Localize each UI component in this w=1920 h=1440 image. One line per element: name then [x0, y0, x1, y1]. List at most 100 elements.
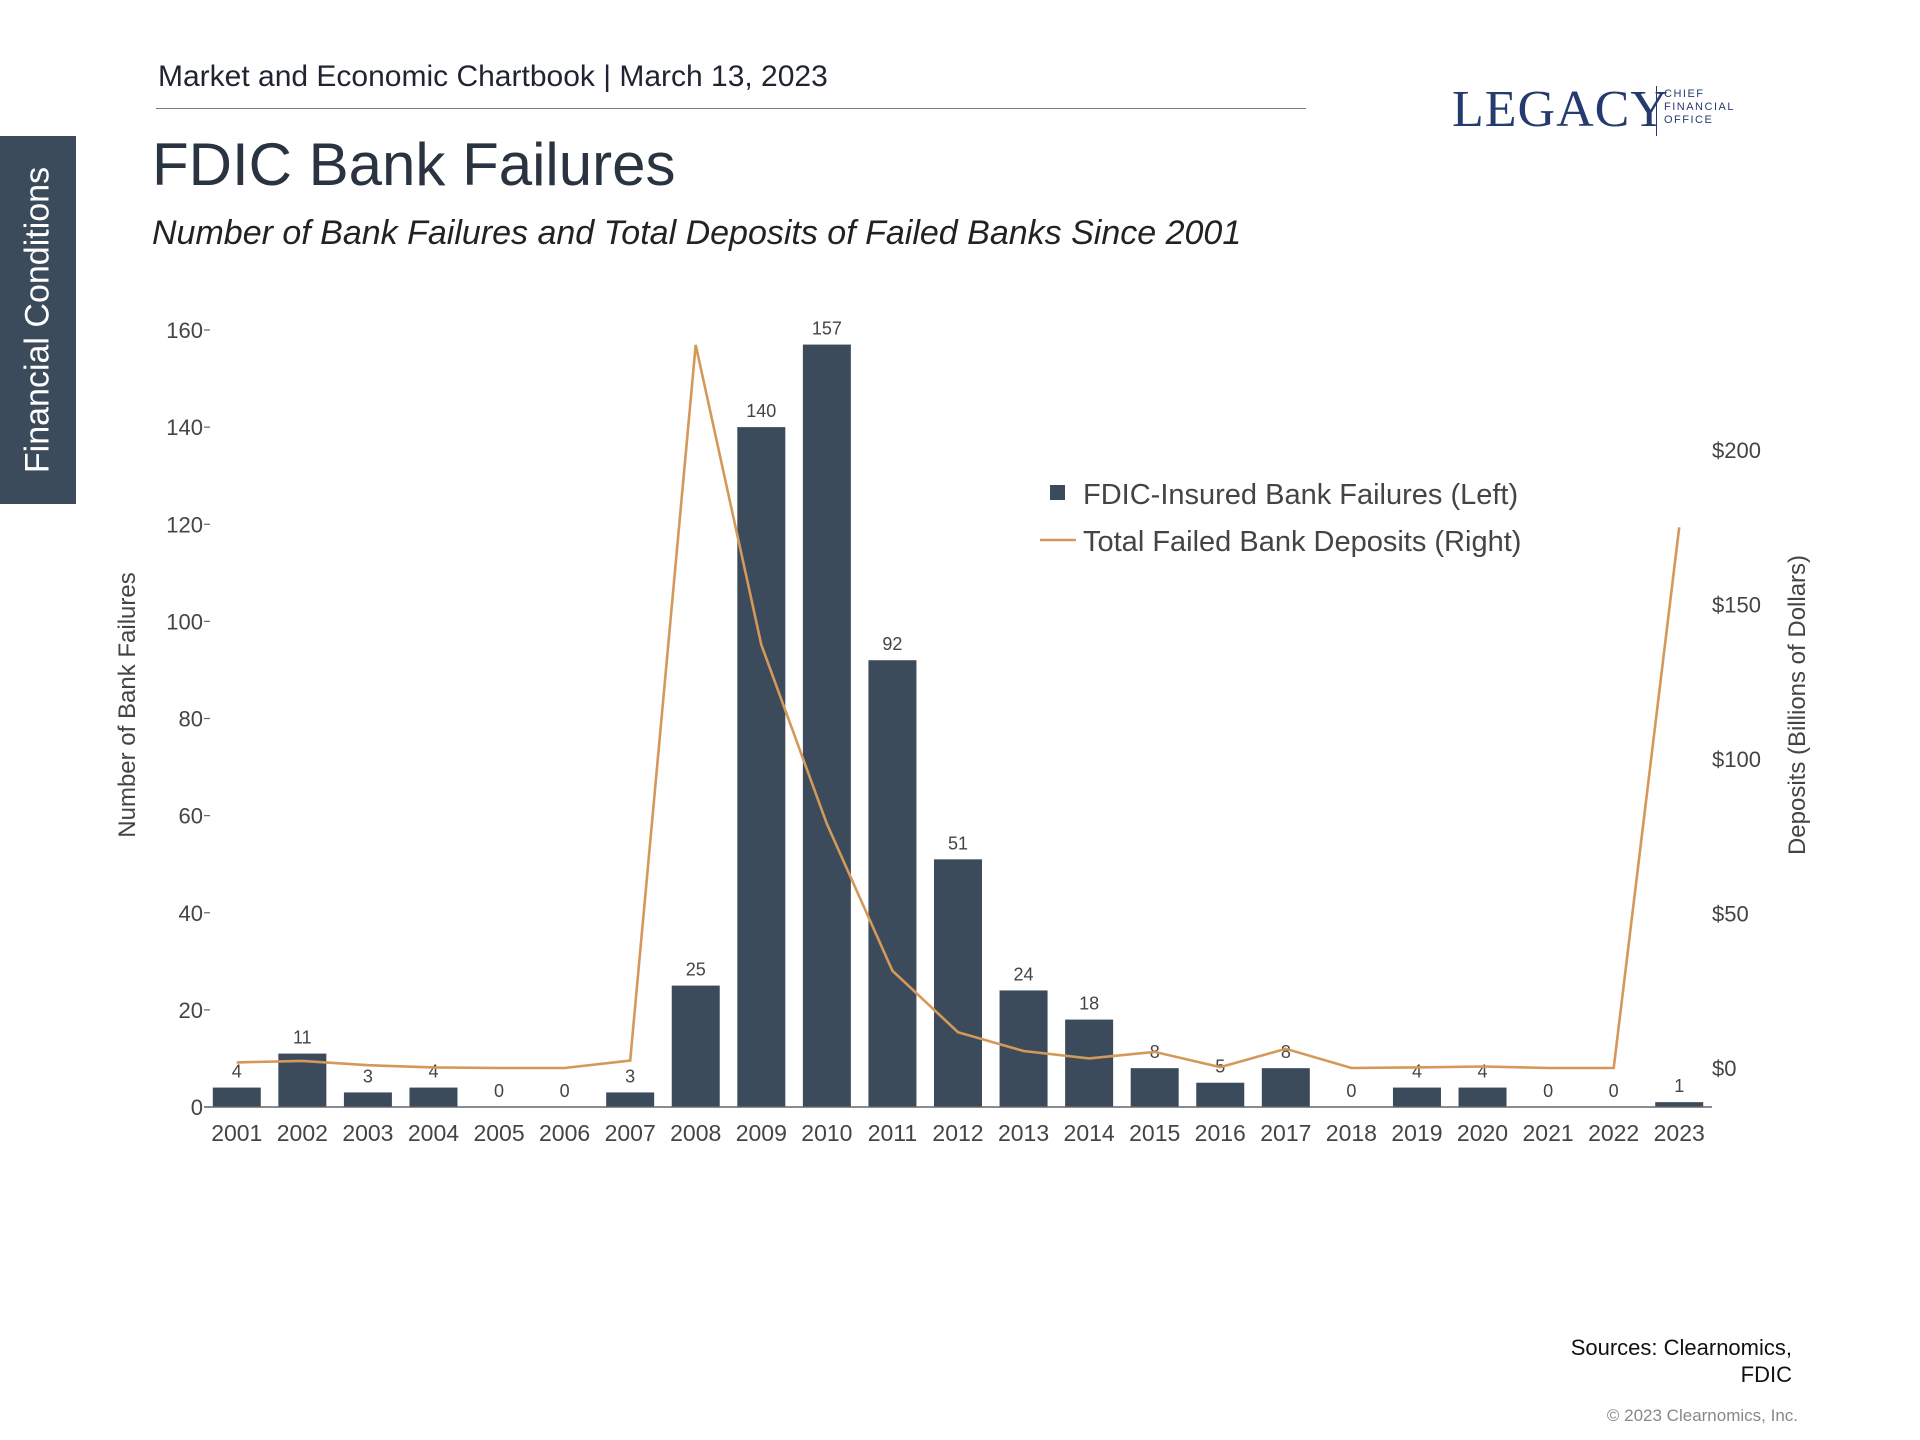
bar-value-label: 1: [1674, 1076, 1684, 1096]
logo-subtitle: CHIEF FINANCIAL OFFICE: [1664, 88, 1735, 127]
bar: [409, 1087, 458, 1107]
y-tick-label: 120: [166, 512, 203, 537]
bar-value-label: 18: [1079, 994, 1099, 1014]
bars: [212, 344, 1704, 1108]
x-tick-label: 2001: [211, 1120, 262, 1146]
bar: [1130, 1068, 1179, 1107]
x-tick-label: 2013: [998, 1120, 1049, 1146]
bar-value-label: 3: [363, 1066, 373, 1086]
y-tick-label: 20: [179, 998, 203, 1023]
bar: [1392, 1087, 1441, 1107]
bar: [1261, 1068, 1310, 1107]
y2-tick-label: $0: [1712, 1056, 1736, 1081]
bar-value-label: 4: [428, 1062, 438, 1082]
bar-value-label: 8: [1281, 1042, 1291, 1062]
sources-line: Sources: Clearnomics,: [1570, 1335, 1792, 1360]
line-layer: [236, 344, 1681, 1070]
left-axis: 0 20 40 60 80 100 120 140 160: [166, 318, 210, 1120]
chart-title: FDIC Bank Failures: [152, 131, 676, 198]
bar: [802, 344, 851, 1108]
bar-value-label: 24: [1014, 964, 1034, 984]
bar-value-label: 140: [746, 401, 776, 421]
side-tab: Financial Conditions: [0, 136, 76, 504]
y2-tick-label: $100: [1712, 747, 1761, 772]
legend: FDIC-Insured Bank Failures (Left) Total F…: [1040, 479, 1521, 558]
x-tick-label: 2005: [473, 1120, 524, 1146]
bar-value-label: 0: [494, 1081, 504, 1101]
logo-divider: [1656, 86, 1657, 136]
bar: [671, 985, 720, 1107]
y2-axis-label: Deposits (Billions of Dollars): [1784, 555, 1811, 855]
bar-value-label: 157: [812, 319, 842, 339]
bar-value-label: 4: [1412, 1062, 1422, 1082]
x-tick-label: 2007: [605, 1120, 656, 1146]
bar: [868, 660, 917, 1107]
bar: [1065, 1019, 1114, 1107]
x-tick-label: 2010: [801, 1120, 852, 1146]
logo-sub-line: FINANCIAL: [1664, 101, 1735, 113]
x-tick-label: 2011: [868, 1120, 917, 1146]
y2-tick-label: $50: [1712, 902, 1749, 927]
bar: [606, 1092, 655, 1107]
x-tick-label: 2006: [539, 1120, 590, 1146]
x-tick-label: 2021: [1523, 1120, 1574, 1146]
x-tick-label: 2008: [670, 1120, 721, 1146]
y-tick-label: 140: [166, 415, 203, 440]
x-tick-label: 2009: [736, 1120, 787, 1146]
y-tick-label: 160: [166, 318, 203, 343]
y-tick-label: 60: [179, 804, 203, 829]
x-tick-label: 2017: [1260, 1120, 1311, 1146]
x-tick-label: 2019: [1391, 1120, 1442, 1146]
logo-sub-line: CHIEF: [1664, 88, 1705, 100]
right-axis: $0 $50 $100 $150 $200: [1712, 438, 1761, 1081]
bar-value-label: 0: [1543, 1081, 1553, 1101]
x-tick-label: 2020: [1457, 1120, 1508, 1146]
bar: [1196, 1082, 1245, 1107]
y-axis-label: Number of Bank Failures: [114, 572, 141, 837]
header-divider: [156, 108, 1306, 109]
bar-value-label: 4: [1478, 1062, 1488, 1082]
sources-note: Sources: Clearnomics, FDIC: [1472, 1334, 1792, 1388]
header-text: Market and Economic Chartbook | March 13…: [158, 60, 828, 93]
x-tick-label: 2003: [342, 1120, 393, 1146]
bar-value-label: 25: [686, 960, 706, 980]
bar: [999, 990, 1048, 1107]
x-tick-label: 2015: [1129, 1120, 1180, 1146]
bar: [737, 427, 786, 1107]
bar: [212, 1087, 261, 1107]
bar-value-label: 4: [232, 1062, 242, 1082]
x-tick-label: 2018: [1326, 1120, 1377, 1146]
legend-bar-label: FDIC-Insured Bank Failures (Left): [1083, 479, 1518, 511]
bar: [1458, 1087, 1507, 1107]
y2-tick-label: $200: [1712, 438, 1761, 463]
logo: LEGACY: [1452, 81, 1669, 138]
x-tick-label: 2014: [1064, 1120, 1115, 1146]
y-tick-label: 80: [179, 707, 203, 732]
logo-sub-line: OFFICE: [1664, 114, 1714, 126]
bar-value-label: 51: [948, 833, 968, 853]
bar-value-label: 3: [625, 1066, 635, 1086]
y-tick-label: 40: [179, 901, 203, 926]
x-tick-label: 2002: [277, 1120, 328, 1146]
bar-value-label: 0: [560, 1081, 570, 1101]
legend-line-label: Total Failed Bank Deposits (Right): [1083, 526, 1521, 558]
legend-bar-swatch: [1050, 485, 1065, 500]
x-tick-label: 2016: [1195, 1120, 1246, 1146]
x-tick-label: 2004: [408, 1120, 459, 1146]
bar-value-label: 0: [1609, 1081, 1619, 1101]
chart-subtitle: Number of Bank Failures and Total Deposi…: [152, 214, 1242, 252]
copyright: © 2023 Clearnomics, Inc.: [1606, 1406, 1798, 1425]
sources-line: FDIC: [1740, 1362, 1792, 1387]
bar: [934, 859, 982, 1107]
x-axis: 2001 2002 2003 2004 2005 2006 2007 2008 2009 2010…: [204, 1106, 1712, 1146]
y-tick-label: 0: [191, 1095, 203, 1120]
bar: [1655, 1102, 1704, 1107]
x-tick-label: 2022: [1588, 1120, 1639, 1146]
bar-value-label: 0: [1346, 1081, 1356, 1101]
y-tick-label: 100: [166, 609, 203, 634]
bar-value-label: 92: [882, 634, 902, 654]
bar: [343, 1092, 392, 1107]
bar-value-label: 11: [293, 1028, 312, 1048]
